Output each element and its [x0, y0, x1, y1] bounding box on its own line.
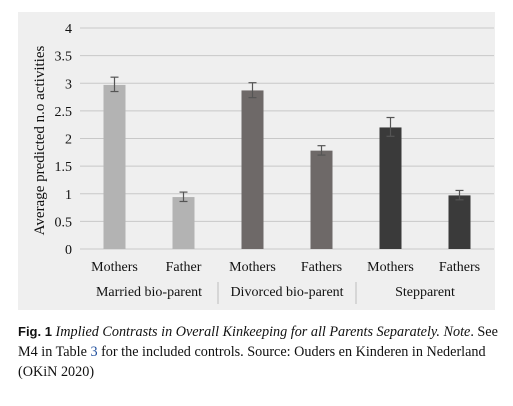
figure-caption: Fig. 1 Implied Contrasts in Overall Kink… [18, 322, 498, 382]
y-tick-label: 2.5 [55, 105, 73, 120]
y-tick-label: 1.5 [55, 160, 73, 175]
y-tick-label: 3 [65, 77, 72, 92]
x-category-label: Fathers [301, 260, 342, 275]
y-tick-label: 4 [65, 22, 72, 37]
bar [310, 150, 333, 249]
bar-chart: 0 0.5 1 1.5 2 2.5 3 3.5 4 Average predicted n.o a… [32, 22, 494, 304]
bar [448, 195, 471, 249]
y-tick-label: 1 [65, 188, 72, 203]
table-reference-link[interactable]: 3 [90, 344, 98, 360]
bar [172, 197, 195, 249]
y-tick-label: 2 [65, 133, 72, 148]
caption-text-2: for the included controls. Source: Ouder… [18, 344, 486, 380]
figure-label: Fig. 1 [18, 324, 52, 339]
y-axis-title: Average predicted n.o activities [32, 46, 48, 236]
x-category-label: Mothers [367, 260, 414, 275]
x-group-label: Stepparent [395, 285, 455, 300]
x-category-label: Fathers [439, 260, 480, 275]
caption-text-1: . See M4 in Table [18, 324, 498, 360]
chart-panel: 0 0.5 1 1.5 2 2.5 3 3.5 4 Average predicted n.o a… [18, 12, 495, 310]
x-category-label: Father [166, 260, 202, 275]
y-tick-label: 0.5 [55, 215, 73, 230]
y-tick-label: 0 [65, 243, 72, 258]
bar [241, 90, 264, 250]
bar [103, 84, 126, 249]
x-category-label: Mothers [229, 260, 276, 275]
bar [379, 127, 402, 249]
x-category-label: Mothers [91, 260, 138, 275]
y-tick-label: 3.5 [55, 50, 73, 65]
caption-note-label: Note [443, 324, 471, 340]
x-group-label: Divorced bio-parent [230, 285, 343, 300]
x-group-label: Married bio-parent [96, 285, 202, 300]
caption-title: Implied Contrasts in Overall Kinkeeping … [55, 324, 440, 340]
